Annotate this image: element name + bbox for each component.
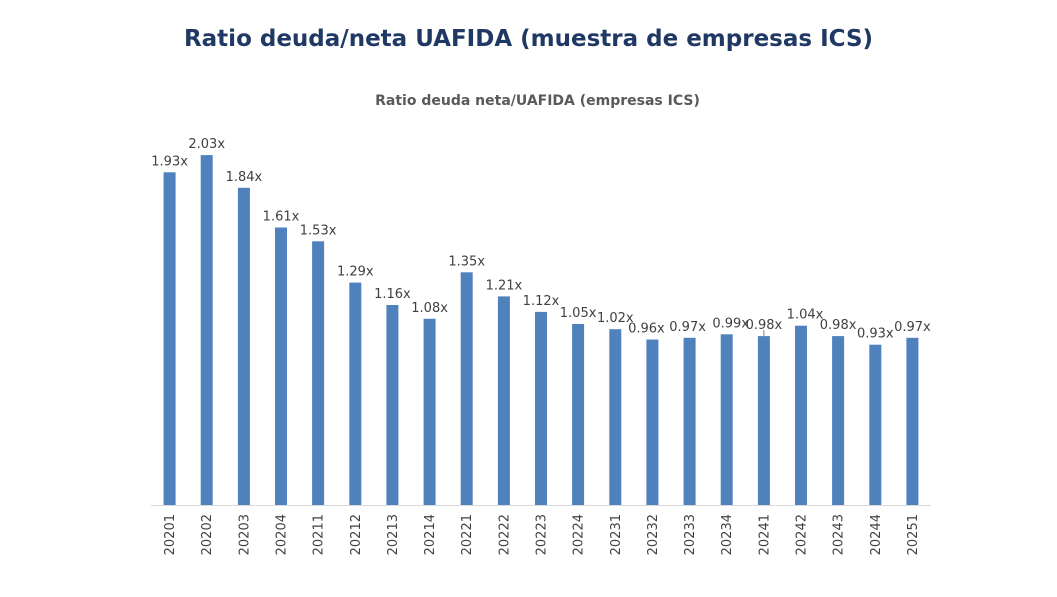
x-tick-20231: 20231 (609, 514, 624, 555)
x-tick-20251: 20251 (906, 514, 921, 555)
data-label-20204: 1.61x (263, 210, 300, 225)
bar-20241 (757, 336, 770, 505)
bar-20221 (460, 272, 473, 505)
x-tick-20221: 20221 (460, 514, 475, 555)
bar-20242 (795, 325, 807, 505)
x-tick-20241: 20241 (757, 514, 772, 555)
x-tick-20244: 20244 (869, 514, 884, 555)
x-tick-20213: 20213 (386, 514, 401, 555)
bar-20203 (237, 187, 250, 506)
bar-20202 (200, 155, 213, 505)
x-tick-20234: 20234 (720, 514, 735, 555)
bar-20201 (163, 172, 176, 506)
bar-20244 (869, 344, 882, 505)
data-label-20231: 1.02x (597, 311, 634, 326)
bar-20251 (906, 337, 919, 505)
bar-20213 (386, 305, 399, 505)
x-tick-labels-group: 20201 20202 20203 20204 20211 20212 20213 20214… (163, 514, 921, 555)
data-label-20242: 1.04x (787, 308, 824, 323)
data-label-20232: 0.96x (628, 322, 665, 337)
x-tick-20201: 20201 (163, 514, 178, 555)
bar-20234 (720, 334, 733, 505)
data-label-20244: 0.93x (857, 327, 894, 342)
bars-group (163, 155, 919, 506)
bar-20211 (312, 241, 325, 506)
data-label-20251: 0.97x (894, 320, 931, 335)
x-tick-20222: 20222 (497, 514, 512, 555)
bar-20212 (349, 282, 362, 505)
x-tick-20242: 20242 (795, 514, 810, 555)
bar-20231 (609, 329, 622, 505)
bar-20233 (683, 337, 696, 505)
x-tick-20224: 20224 (572, 514, 587, 555)
bar-20222 (497, 296, 510, 505)
data-label-20212: 1.29x (337, 265, 374, 280)
x-tick-20232: 20232 (646, 514, 661, 555)
x-tick-20211: 20211 (312, 514, 327, 555)
x-tick-20233: 20233 (683, 514, 698, 555)
data-label-20241: 0.98x (746, 318, 783, 333)
x-tick-20223: 20223 (535, 514, 550, 555)
page-title: Ratio deuda/neta UAFIDA (muestra de empr… (183, 26, 874, 52)
data-label-20234: 0.99x (712, 316, 749, 331)
chart-title: Ratio deuda neta/UAFIDA (empresas ICS) (375, 93, 700, 109)
data-label-20213: 1.16x (374, 287, 411, 302)
x-tick-20243: 20243 (832, 514, 847, 555)
data-label-20211: 1.53x (300, 223, 337, 238)
x-tick-20203: 20203 (237, 514, 252, 555)
data-label-20233: 0.97x (669, 320, 706, 335)
data-label-20203: 1.84x (226, 170, 263, 185)
bar-20224 (572, 324, 585, 505)
bar-20232 (646, 339, 659, 505)
data-label-20222: 1.21x (486, 278, 523, 293)
data-label-20214: 1.08x (411, 301, 448, 316)
data-label-20223: 1.12x (523, 294, 560, 309)
data-label-20224: 1.05x (560, 306, 597, 321)
data-label-20201: 1.93x (151, 154, 188, 169)
data-label-20221: 1.35x (448, 254, 485, 269)
data-label-20243: 0.98x (820, 318, 857, 333)
x-tick-20212: 20212 (349, 514, 364, 555)
bar-20204 (275, 227, 287, 505)
bar-20243 (832, 336, 845, 505)
data-label-20202: 2.03x (188, 137, 225, 152)
x-tick-20202: 20202 (200, 514, 215, 555)
x-tick-20204: 20204 (275, 514, 290, 555)
bar-20214 (423, 318, 436, 505)
x-tick-20214: 20214 (423, 514, 438, 555)
bar-20223 (535, 311, 547, 505)
